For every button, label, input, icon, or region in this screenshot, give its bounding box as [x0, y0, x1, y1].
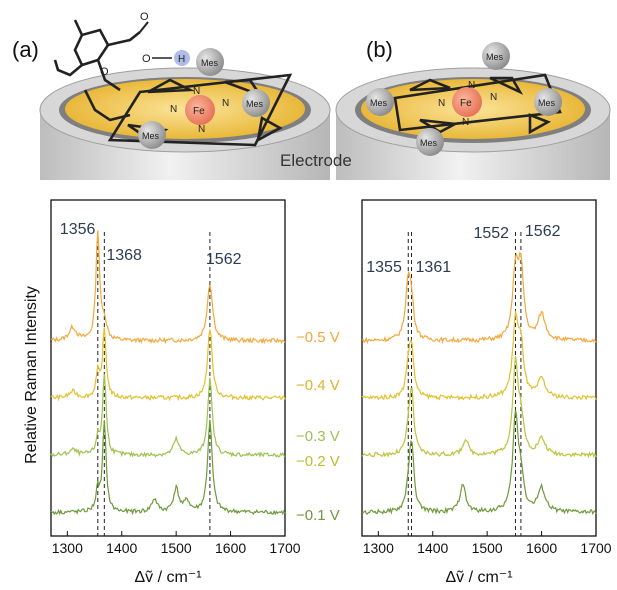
x-tick-label: 1300 — [52, 540, 83, 556]
mes-group-b2: Mes — [366, 88, 394, 116]
svg-text:Mes: Mes — [201, 58, 219, 68]
spectrum-line — [50, 419, 286, 516]
potential-label-0: −0.5 V — [296, 329, 340, 346]
n-label-b2: N — [490, 92, 497, 103]
plot-frame-b — [361, 199, 597, 537]
x-tick-label: 1700 — [269, 540, 300, 556]
potential-label-4: −0.1 V — [296, 507, 340, 524]
fe-label-b: Fe — [460, 98, 472, 109]
svg-text:Mes: Mes — [142, 131, 160, 141]
hydrogen-atom — [174, 50, 190, 66]
spectrum-line — [361, 409, 597, 515]
x-tick-label: 1400 — [106, 540, 137, 556]
molecule-b — [393, 73, 562, 135]
mes-group-a1: Mes — [196, 48, 224, 76]
peak-label: 1552 — [473, 225, 509, 242]
n-label-a3: N — [193, 86, 200, 97]
x-tick-label: 1600 — [215, 540, 246, 556]
electrode-label: Electrode — [280, 151, 352, 170]
potential-label-3: −0.2 V — [296, 453, 340, 470]
y-axis-label: Relative Raman Intensity — [23, 286, 40, 464]
svg-text:Mes: Mes — [246, 99, 264, 109]
x-tick-label: 1700 — [580, 540, 611, 556]
ether-oxygen-label: O — [100, 66, 109, 78]
peak-label: 1368 — [106, 247, 142, 264]
plot-frame-a — [50, 199, 286, 537]
x-axis-label-b: Δṽ / cm⁻¹ — [445, 569, 512, 586]
spectrum-line — [50, 373, 286, 458]
plot-b: 1300 1400 1500 1600 1700 1355 1361 1552 1562 — [361, 223, 612, 556]
x-tick-label: 1500 — [472, 540, 503, 556]
hydrogen-label: H — [178, 54, 185, 65]
fe-atom-b — [452, 87, 482, 117]
panel-label-a: (a) — [12, 37, 39, 62]
x-tick-label: 1300 — [363, 540, 394, 556]
mes-group-a2: Mes — [242, 89, 270, 117]
peak-label: 1562 — [206, 251, 242, 268]
x-tick-label: 1400 — [417, 540, 448, 556]
svg-text:Mes: Mes — [420, 138, 438, 148]
spectrum-line — [50, 230, 286, 345]
n-label-a2: N — [222, 98, 229, 109]
peak-label: 1355 — [366, 259, 402, 276]
n-label-b3: N — [468, 80, 475, 91]
oxygen-label-top: O — [140, 11, 149, 23]
spectrum-line — [361, 355, 597, 459]
peak-label: 1356 — [60, 221, 96, 238]
fe-atom-a — [185, 95, 215, 125]
mes-group-b1: Mes — [482, 42, 510, 70]
spectrum-line — [361, 309, 597, 401]
x-tick-label: 1500 — [161, 540, 192, 556]
svg-text:Mes: Mes — [538, 98, 556, 108]
svg-text:Mes: Mes — [486, 52, 504, 62]
oxygen-label-bottom: O — [142, 53, 151, 65]
mes-group-a3: Mes — [138, 121, 166, 149]
peak-label: 1562 — [525, 223, 561, 240]
x-axis-label-a: Δṽ / cm⁻¹ — [134, 569, 201, 586]
n-label-a1: N — [170, 104, 177, 115]
x-tick-label: 1600 — [526, 540, 557, 556]
potential-label-2: −0.3 V — [296, 428, 340, 445]
mes-group-b3: Mes — [534, 88, 562, 116]
spectrum-line — [50, 327, 286, 402]
n-label-b1: N — [438, 98, 445, 109]
potential-label-1: −0.4 V — [296, 377, 340, 394]
spectrum-line — [361, 251, 597, 345]
n-label-b4: N — [462, 117, 469, 128]
panel-label-b: (b) — [366, 37, 393, 62]
plot-a: 1300 1400 1500 1600 1700 1356 1368 1562 — [50, 221, 301, 556]
n-label-a4: N — [198, 124, 205, 135]
peak-label: 1361 — [416, 259, 452, 276]
fe-label-a: Fe — [193, 106, 205, 117]
mes-group-b4: Mes — [416, 128, 444, 156]
svg-text:Mes: Mes — [370, 98, 388, 108]
